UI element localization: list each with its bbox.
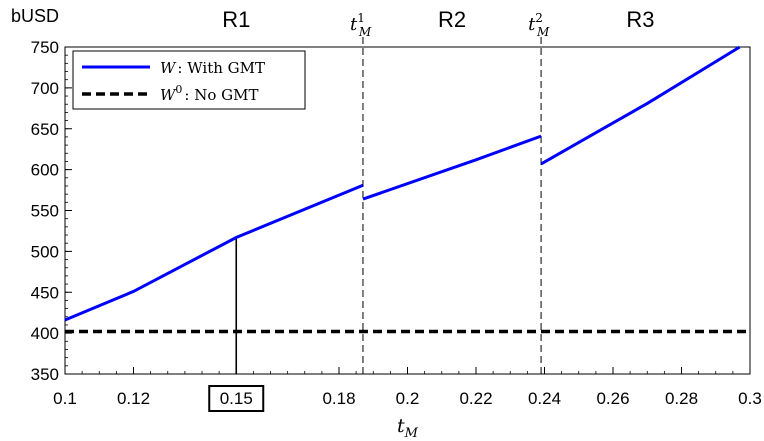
region-label-r3: R3 (626, 7, 654, 32)
x-tick-label-box (208, 385, 265, 412)
x-tick-label: 0.12 (117, 389, 150, 408)
x-tick-label: 0.22 (459, 389, 492, 408)
threshold-label-2: t2 M (528, 11, 550, 39)
x-tick-label: 0.3 (738, 389, 762, 408)
x-tick-label: 0.1 (53, 389, 77, 408)
y-tick-label: 500 (31, 242, 59, 261)
region-label-r1: R1 (222, 7, 250, 32)
series-1-segment-3 (540, 45, 741, 166)
x-tick-label: 0.2 (396, 389, 420, 408)
y-axis-label: bUSD (11, 6, 59, 26)
threshold-label-1: t1 M (350, 11, 372, 39)
x-tick-label: 0.24 (528, 389, 561, 408)
plot-area: 0.1 0.12 0.15 0.18 0.2 0.22 0.24 0.26 0.28 0.3 350… (11, 6, 762, 441)
y-tick-label: 600 (31, 161, 59, 180)
legend: W: With GMT W0: No GMT (72, 50, 306, 110)
x-tick-label: 0.15 (220, 389, 253, 408)
region-label-r2: R2 (438, 7, 466, 32)
y-tick-label: 750 (31, 38, 59, 57)
legend-label-2: W0: No GMT (160, 83, 259, 104)
x-tick-label: 0.26 (596, 389, 629, 408)
legend-label-1: W: With GMT (160, 59, 265, 77)
x-tick-label: 0.28 (665, 389, 698, 408)
y-tick-label: 400 (31, 324, 59, 343)
series-1-segment-1 (64, 183, 364, 322)
y-tick-label: 700 (31, 79, 59, 98)
legend-box (72, 50, 306, 110)
x-axis-label: tM (397, 415, 419, 441)
y-tick-label: 650 (31, 120, 59, 139)
y-tick-label: 550 (31, 202, 59, 221)
series-1-segment-2 (362, 134, 542, 201)
x-tick-label: 0.18 (322, 389, 355, 408)
y-tick-label: 450 (31, 283, 59, 302)
y-tick-label: 350 (31, 365, 59, 384)
